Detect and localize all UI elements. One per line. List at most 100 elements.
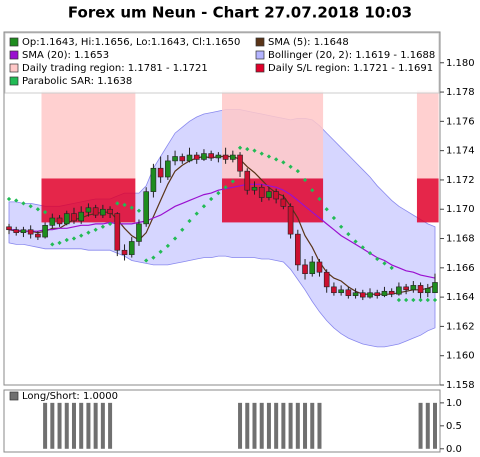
candle-body [157, 167, 164, 178]
candle-body [63, 213, 70, 225]
sar-dot [411, 297, 416, 303]
bar [274, 402, 279, 449]
bar [238, 402, 243, 449]
sar-dot [230, 179, 235, 184]
candle-body [42, 225, 48, 238]
bar [252, 402, 257, 449]
candle-body [273, 191, 279, 200]
sar-dot [252, 148, 257, 153]
y-tick-label: 0.5 [446, 421, 462, 432]
bar [108, 402, 113, 449]
legend-label: Daily trading region: 1.1781 - 1.1721 [22, 63, 208, 74]
legend-swatch [255, 63, 265, 73]
y-tick-label: 1.168 [446, 234, 475, 245]
legend-label: SMA (5): 1.1648 [268, 37, 349, 48]
legend-label: Bollinger (20, 2): 1.1619 - 1.1688 [268, 50, 435, 61]
sar-dot [403, 297, 409, 303]
y-tick-label: 1.158 [446, 380, 475, 391]
candle-body [374, 292, 381, 296]
sar-dot [274, 157, 279, 162]
candle-body [121, 249, 128, 255]
y-tick-label: 1.162 [446, 321, 475, 332]
candle-body [295, 233, 301, 266]
legend-label: Daily S/L region: 1.1721 - 1.1691 [268, 63, 433, 74]
candle-body [71, 213, 77, 222]
sar-dot [367, 251, 373, 256]
y-tick-label: 1.176 [446, 116, 475, 127]
y-tick-label: 1.174 [446, 146, 475, 157]
bar [303, 402, 308, 449]
sar-dot [216, 190, 221, 196]
candle-body [179, 156, 186, 162]
sar-dot [360, 245, 365, 250]
candle-body [107, 208, 113, 214]
legend-box [4, 32, 440, 94]
candle-body [338, 289, 344, 294]
bar [266, 402, 271, 449]
sar-dot [50, 242, 55, 247]
sar-dot [165, 243, 170, 248]
candle-body [417, 285, 424, 294]
candle-body [100, 208, 106, 216]
sar-dot [209, 196, 214, 202]
sar-dot [35, 207, 41, 212]
y-tick-label: 1.172 [446, 175, 475, 186]
region [416, 178, 439, 223]
candle-body [35, 233, 41, 238]
plot-frame [3, 389, 441, 453]
sar-dot [21, 201, 26, 206]
bar [425, 402, 430, 449]
sar-dot [339, 224, 344, 229]
bar [433, 402, 437, 449]
candle-body [237, 154, 243, 172]
chart-title: Forex um Neun - Chart 27.07.2018 10:03 [68, 4, 412, 22]
sar-dot [201, 204, 207, 209]
candle-body [49, 217, 56, 226]
sar-dot [180, 227, 185, 232]
indicator-line [9, 183, 436, 279]
candle-body [92, 207, 99, 216]
sar-dot [129, 205, 134, 210]
main-panel: 1.158 1.160 1.162 1.164 1.166 1.168 1.170 1.172… [3, 31, 475, 391]
y-tick-label: 1.180 [446, 58, 475, 69]
candle-body [193, 154, 200, 160]
candle-body [186, 154, 193, 162]
sar-dot [302, 177, 308, 183]
candle-body [215, 154, 222, 159]
region [222, 178, 324, 223]
sar-dot [346, 232, 351, 237]
candle-body [150, 167, 157, 192]
region [41, 90, 136, 179]
sar-dot [418, 297, 423, 303]
y-tick-label: 1.0 [446, 398, 462, 409]
sar-dot [71, 236, 77, 241]
sar-dot [266, 154, 272, 159]
sar-dot [144, 258, 149, 263]
sar-dot [122, 202, 127, 207]
candle-body [287, 206, 294, 235]
sar-dot [172, 236, 178, 241]
sar-dot [288, 164, 293, 169]
candle-body [258, 186, 265, 198]
region [416, 90, 439, 179]
candle-body [316, 261, 323, 273]
sar-dot [389, 265, 394, 270]
candle-body [345, 289, 352, 296]
sar-dot [100, 224, 105, 229]
candle-body [381, 290, 388, 296]
sar-dot [151, 255, 156, 260]
candle-body [280, 198, 287, 207]
candle-body [367, 292, 373, 298]
sar-dot [432, 297, 438, 303]
sar-dot [382, 261, 387, 266]
sar-dot [281, 160, 286, 165]
candle-body [432, 282, 438, 294]
region [222, 90, 324, 179]
plot-frame [3, 31, 441, 386]
sar-dot [86, 230, 91, 235]
candle-body [128, 241, 135, 255]
bar [57, 402, 62, 449]
y-tick-label: 1.178 [446, 87, 475, 98]
